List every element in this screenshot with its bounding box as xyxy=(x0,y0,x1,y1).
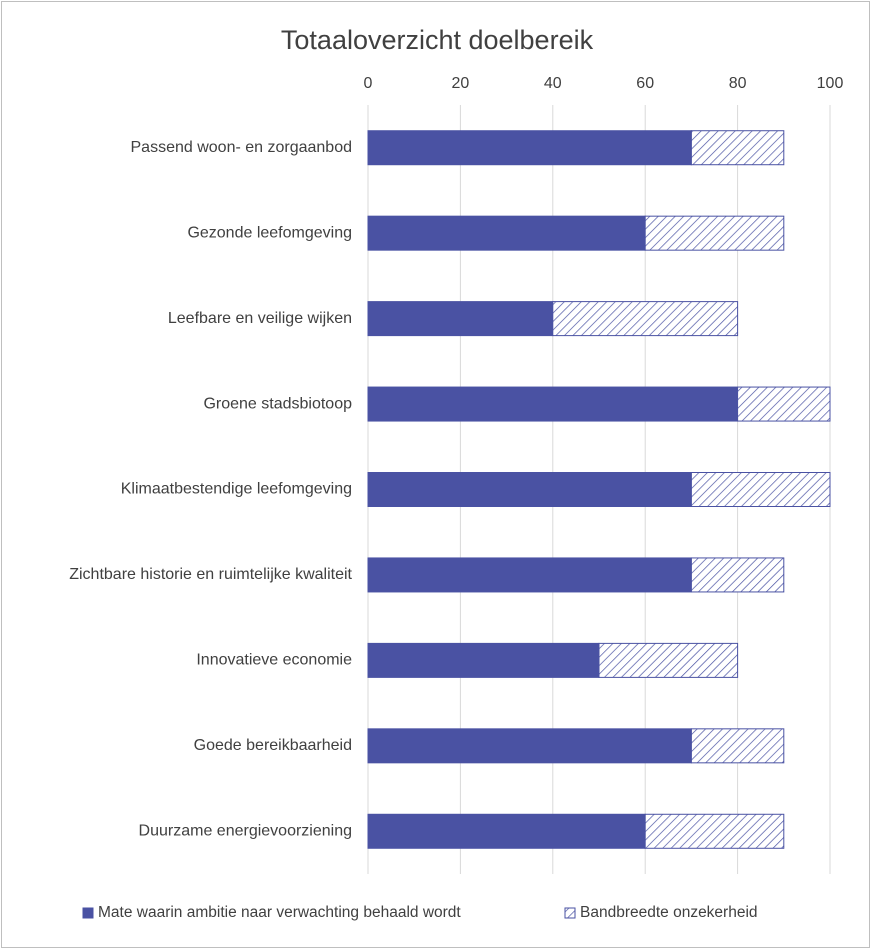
bar-segment xyxy=(367,386,739,422)
bar-segment xyxy=(367,728,692,764)
x-tick-label: 40 xyxy=(544,75,562,92)
bar-segment xyxy=(644,215,785,251)
y-tick-label: Passend woon- en zorgaanbod xyxy=(131,139,353,156)
bar-segment xyxy=(367,301,554,337)
legend-label: Mate waarin ambitie naar verwachting beh… xyxy=(98,904,461,921)
bar-segment xyxy=(367,642,600,678)
x-tick-label: 60 xyxy=(636,75,654,92)
x-tick-label: 0 xyxy=(364,75,373,92)
bar-segment xyxy=(367,557,692,593)
legend-label: Bandbreedte onzekerheid xyxy=(580,904,758,921)
y-tick-label: Zichtbare historie en ruimtelijke kwalit… xyxy=(69,566,352,583)
bar-segment xyxy=(367,130,692,166)
y-tick-label: Innovatieve economie xyxy=(196,652,352,669)
y-tick-label: Groene stadsbiotoop xyxy=(203,395,352,412)
x-tick-label: 100 xyxy=(817,75,844,92)
x-tick-label: 80 xyxy=(729,75,747,92)
bar-segment xyxy=(690,557,785,593)
bar-segment xyxy=(367,813,646,849)
y-tick-label: Leefbare en veilige wijken xyxy=(168,310,352,327)
bar-segment xyxy=(690,130,785,166)
bar-segment xyxy=(690,472,831,507)
legend-swatch xyxy=(564,907,576,919)
bar-segment xyxy=(552,301,739,337)
y-tick-label: Gezonde leefomgeving xyxy=(187,224,352,241)
bar-segment xyxy=(598,642,739,678)
x-tick-label: 20 xyxy=(452,75,470,92)
bar-segment xyxy=(737,386,831,422)
y-tick-label: Duurzame energievoorziening xyxy=(139,822,352,839)
bar-segment xyxy=(644,813,785,849)
chart-title: Totaaloverzicht doelbereik xyxy=(281,25,594,55)
bar-segment xyxy=(367,472,692,507)
y-tick-label: Klimaatbestendige leefomgeving xyxy=(121,481,352,498)
bar-segment xyxy=(690,728,785,764)
y-tick-label: Goede bereikbaarheid xyxy=(194,737,352,754)
legend-swatch xyxy=(82,907,94,919)
bar-segment xyxy=(367,215,646,251)
